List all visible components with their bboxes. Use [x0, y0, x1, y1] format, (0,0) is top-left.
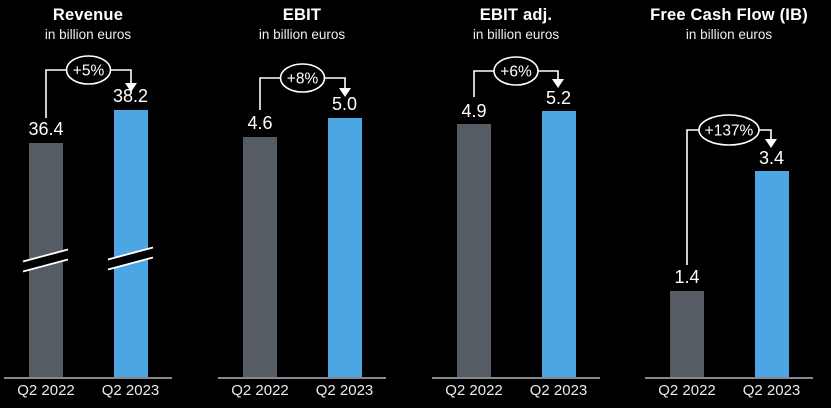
- bar-q2-2022: [670, 291, 704, 377]
- x-axis-line: [4, 377, 172, 379]
- panel-title: Revenue: [52, 6, 124, 24]
- value-label-q2-2023: 5.2: [545, 88, 572, 108]
- panel-title: EBIT: [282, 6, 322, 24]
- x-label-q2-2023: Q2 2023: [315, 382, 374, 399]
- value-label-q2-2023: 5.0: [331, 94, 358, 114]
- bar-q2-2022: [29, 143, 63, 377]
- change-label: +137%: [705, 123, 754, 140]
- panel-ebit: EBIT in billion euros 4.6 5.0 Q2 2022 Q2…: [218, 0, 386, 408]
- value-label-q2-2023: 38.2: [112, 86, 149, 106]
- arrow-down-icon: [765, 139, 777, 148]
- x-axis-line: [218, 377, 386, 379]
- panel-subtitle: in billion euros: [258, 27, 346, 42]
- arrow-down-icon: [552, 79, 564, 88]
- value-label-q2-2022: 4.9: [461, 101, 487, 121]
- bar-q2-2023: [113, 110, 148, 377]
- x-label-q2-2022: Q2 2022: [17, 382, 75, 399]
- change-badge: [65, 55, 112, 85]
- panel-ebit-adj: EBIT adj. in billion euros 4.9 5.2 Q2 20…: [432, 0, 600, 408]
- panel-subtitle: in billion euros: [685, 27, 773, 42]
- change-badge: [493, 56, 539, 86]
- value-label-q2-2022: 1.4: [674, 267, 700, 287]
- x-label-q2-2022: Q2 2022: [445, 382, 503, 399]
- x-label-q2-2022: Q2 2022: [231, 382, 289, 399]
- x-axis-line: [432, 377, 600, 379]
- x-label-q2-2023: Q2 2023: [742, 382, 801, 399]
- value-label-q2-2022: 4.6: [247, 113, 273, 133]
- bar-q2-2023: [754, 171, 789, 377]
- panel-subtitle: in billion euros: [472, 27, 560, 42]
- value-label-q2-2022: 36.4: [28, 119, 64, 139]
- x-axis-line: [645, 377, 813, 379]
- bar-q2-2022: [243, 137, 277, 377]
- panel-free-cash-flow: Free Cash Flow (IB) in billion euros 1.4…: [645, 0, 813, 408]
- change-badge: [279, 63, 326, 93]
- bar-q2-2022: [457, 124, 491, 377]
- value-label-q2-2023: 3.4: [758, 148, 785, 168]
- x-label-q2-2023: Q2 2023: [529, 382, 588, 399]
- change-label: +8%: [287, 71, 319, 88]
- change-label: +6%: [500, 64, 532, 81]
- panel-title: Free Cash Flow (IB): [650, 6, 808, 24]
- panel-subtitle: in billion euros: [44, 27, 132, 42]
- x-label-q2-2022: Q2 2022: [658, 382, 716, 399]
- x-label-q2-2023: Q2 2023: [101, 382, 160, 399]
- change-badge: [698, 114, 760, 146]
- bar-q2-2023: [541, 111, 576, 377]
- change-label: +5%: [73, 63, 105, 80]
- panel-revenue: Revenue in billion euros 36.4 38.2 Q2 20…: [4, 0, 172, 408]
- panel-title: EBIT adj.: [479, 6, 553, 24]
- bar-q2-2023: [327, 118, 362, 377]
